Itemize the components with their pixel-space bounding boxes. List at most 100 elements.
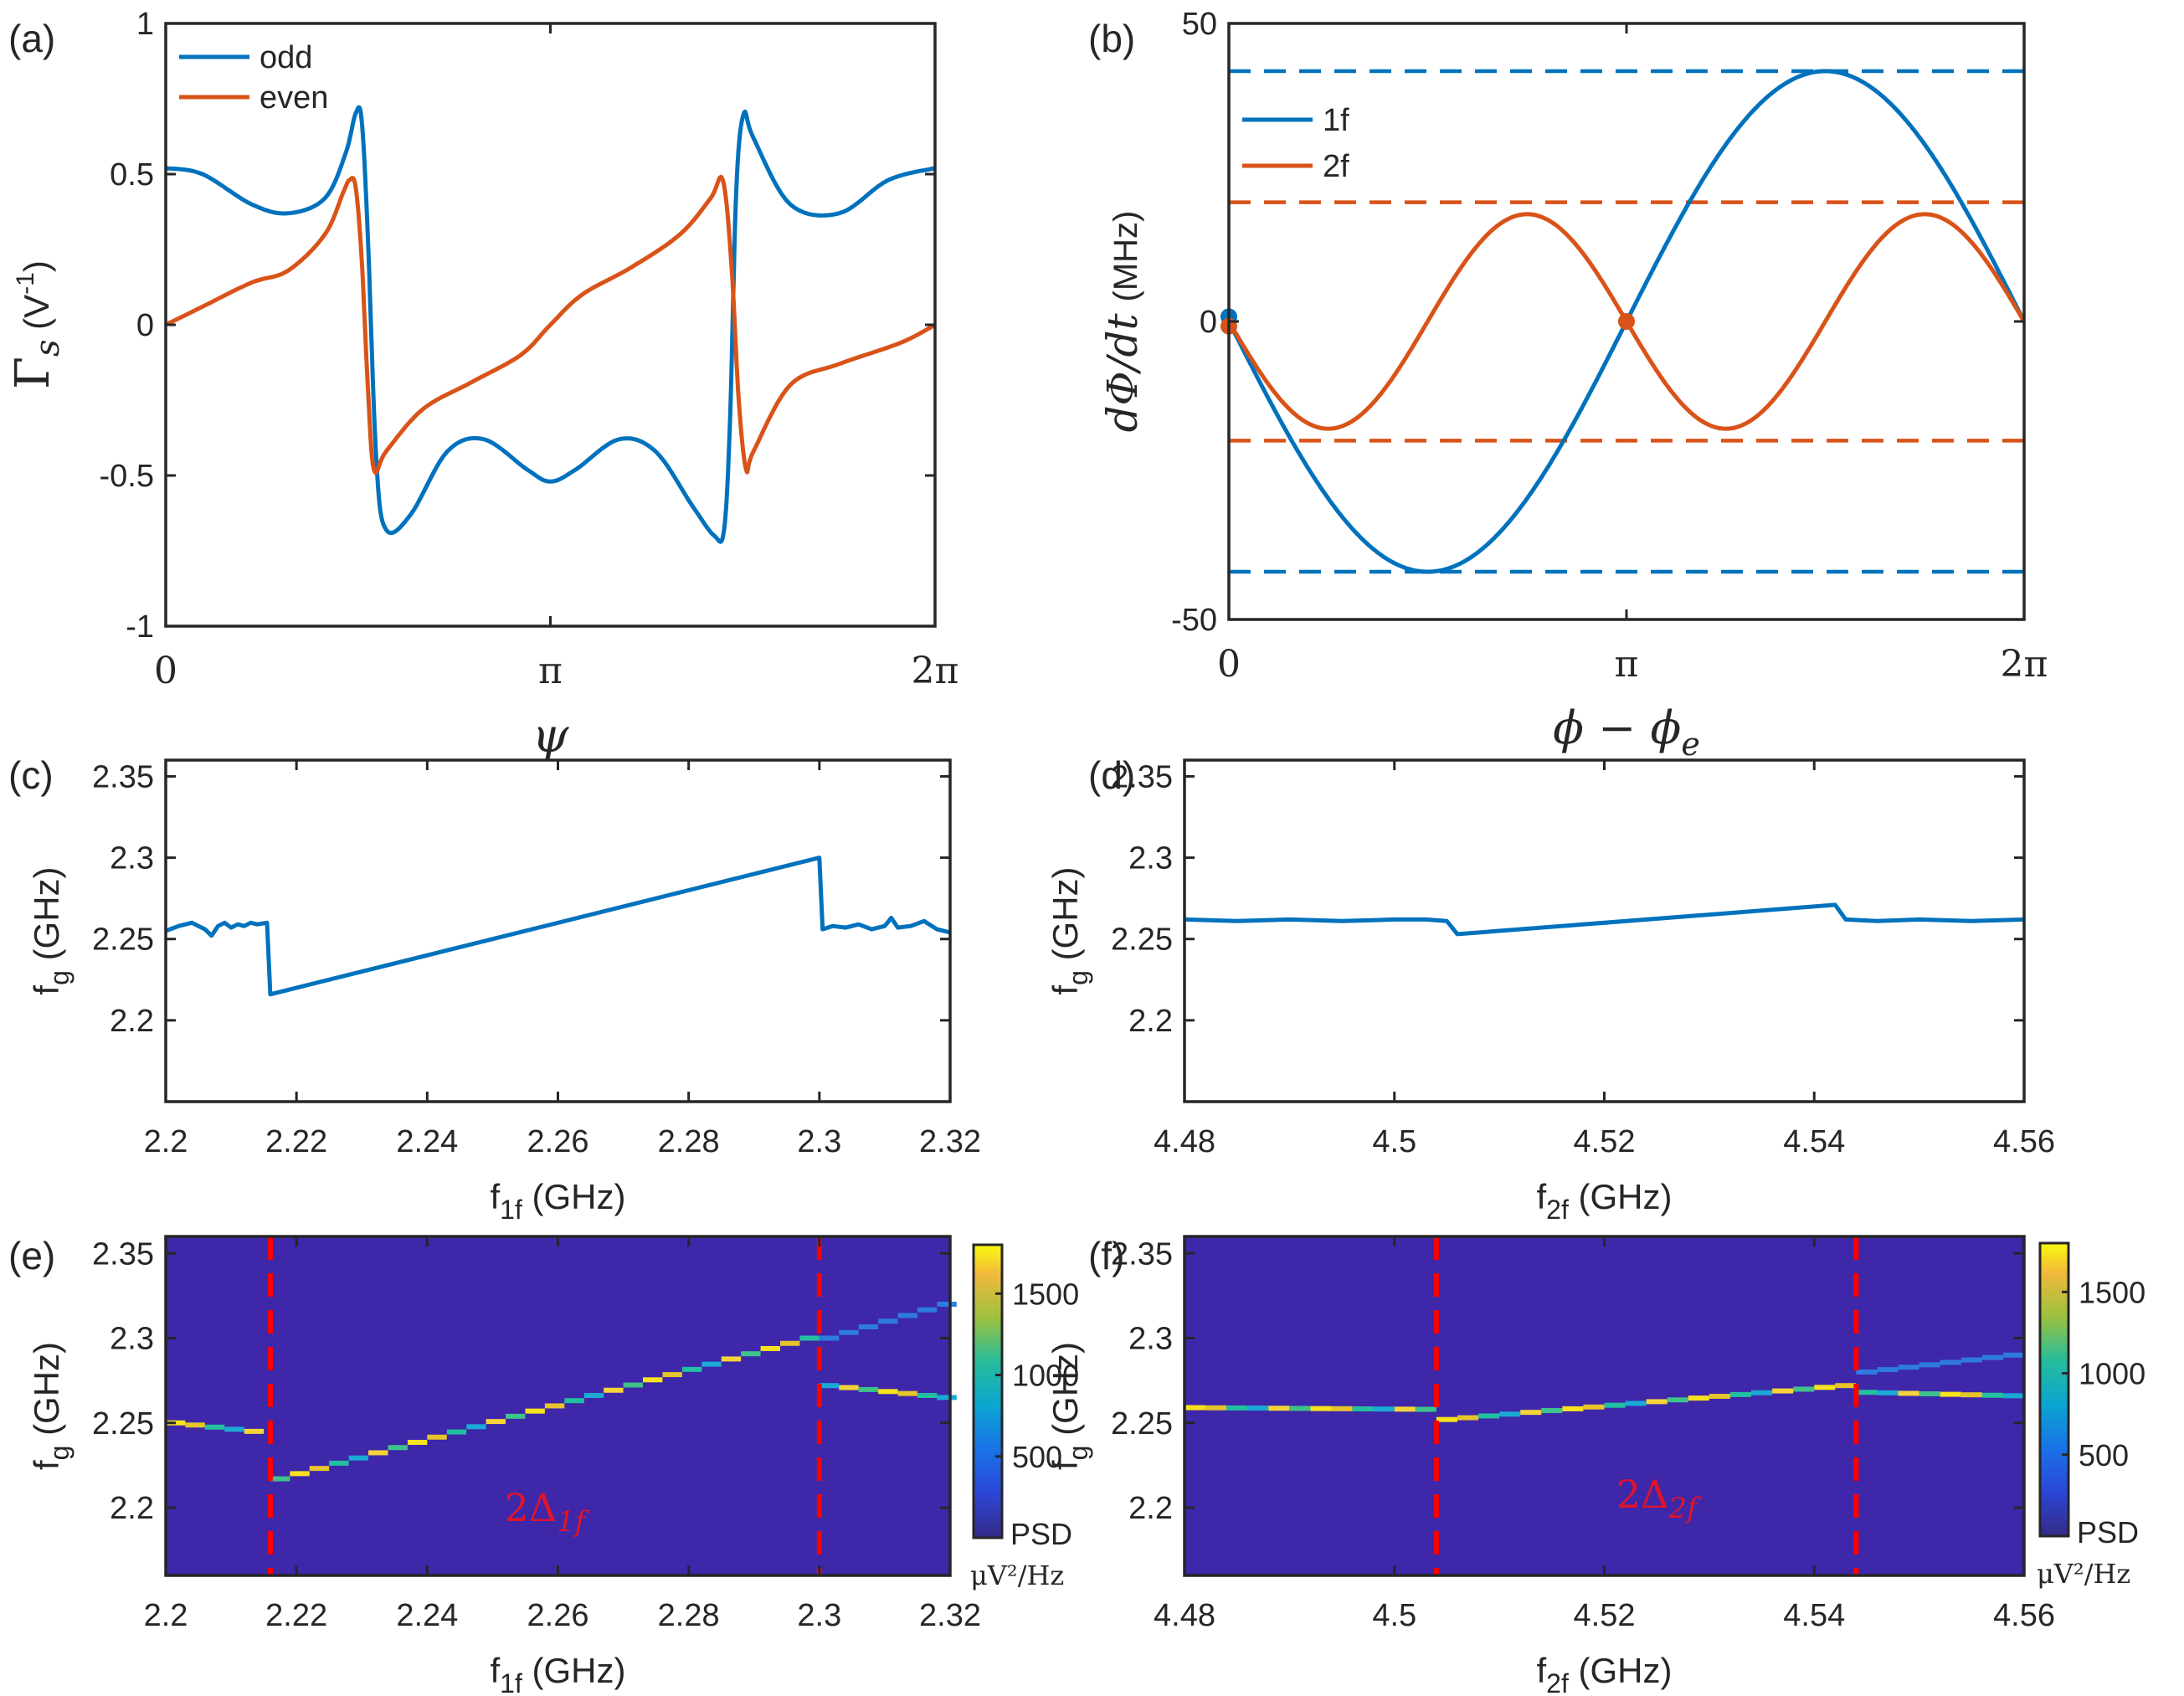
x-tick-label: 2.26 xyxy=(527,1124,589,1159)
x-tick-label: 2.3 xyxy=(797,1598,841,1633)
colorbar xyxy=(2038,1241,2070,1538)
x-tick-label: 2.28 xyxy=(658,1598,720,1633)
series-fg xyxy=(165,856,951,997)
x-label-main: f xyxy=(490,1177,500,1216)
heatmap-cell xyxy=(1898,1390,1919,1396)
heatmap-cell xyxy=(917,1307,938,1313)
heatmap-cell xyxy=(446,1429,467,1435)
heatmap-cell xyxy=(1646,1399,1668,1405)
heatmap-cell xyxy=(662,1372,682,1378)
heatmap-cell xyxy=(1205,1405,1227,1411)
heatmap-cell xyxy=(1604,1402,1626,1408)
legend-entry-2f: 2f xyxy=(1323,149,1349,184)
heatmap-cell xyxy=(1856,1370,1878,1375)
x-axis-label: ϕ − ϕe xyxy=(1553,702,1700,763)
x-tick-label: 4.5 xyxy=(1372,1124,1416,1159)
y-label-main: f xyxy=(1046,1460,1085,1470)
y-axis-label: fg (GHz) xyxy=(27,1342,75,1470)
colorbar-unit: μV²/Hz xyxy=(970,1560,1064,1591)
heatmap-cell xyxy=(1226,1405,1248,1411)
heatmap-cell xyxy=(623,1382,644,1388)
colorbar-title: PSD xyxy=(1010,1517,1072,1551)
y-tick-label: 2.2 xyxy=(1128,1491,1173,1526)
heatmap-cell xyxy=(1415,1406,1436,1412)
heatmap-cell xyxy=(1835,1383,1857,1389)
heatmap-cell xyxy=(1709,1393,1730,1399)
colorbar-tick-label: 500 xyxy=(2079,1438,2129,1472)
y-axis-label: Γs (V-1) xyxy=(6,260,67,389)
heatmap-cell xyxy=(1436,1416,1457,1422)
x-tick-label: π xyxy=(1615,643,1639,686)
heatmap-cell xyxy=(819,1383,840,1389)
axes-frame xyxy=(164,22,937,628)
x-label-main: f xyxy=(490,1651,500,1690)
heatmap-cell xyxy=(1457,1415,1479,1421)
x-label-main: f xyxy=(1536,1177,1546,1216)
y-label-unit: (V xyxy=(17,295,56,340)
heatmap-cell xyxy=(1478,1413,1500,1419)
heatmap-cell xyxy=(937,1395,957,1400)
y-tick-label: 2.25 xyxy=(1111,1406,1173,1442)
y-tick-label: 2.35 xyxy=(92,1236,154,1272)
y-tick-label: 50 xyxy=(1182,7,1217,42)
heatmap-cell xyxy=(466,1424,486,1430)
colorbar-tick-label: 1500 xyxy=(2079,1275,2145,1309)
colorbar-tick-label: 1500 xyxy=(1012,1277,1079,1311)
heatmap-cell xyxy=(1940,1359,1961,1365)
x-tick-label: 4.54 xyxy=(1783,1598,1845,1633)
heatmap-cell xyxy=(858,1324,879,1329)
x-tick-label: 4.48 xyxy=(1154,1598,1215,1633)
y-tick-label: 2.35 xyxy=(92,759,154,794)
y-tick-label: 0.5 xyxy=(110,157,154,193)
heatmap-cell xyxy=(525,1408,545,1414)
heatmap-cell xyxy=(185,1422,205,1428)
heatmap-cell xyxy=(1856,1390,1878,1395)
x-label-sub: 2f xyxy=(1546,1668,1569,1696)
heatmap-cell xyxy=(858,1386,879,1392)
y-tick-label: 0 xyxy=(136,308,154,343)
heatmap-cell xyxy=(1667,1397,1688,1403)
heatmap-cell xyxy=(329,1460,349,1466)
annotation-sub: 1f xyxy=(557,1505,590,1539)
y-label-main: f xyxy=(27,1460,66,1470)
x-tick-label: 0 xyxy=(154,650,177,692)
heatmap-cell xyxy=(1940,1391,1961,1397)
panel-label: (b) xyxy=(1088,17,1135,60)
x-tick-label: 4.52 xyxy=(1574,1124,1636,1159)
x-tick-label: 2.22 xyxy=(265,1124,327,1159)
heatmap-cell xyxy=(1352,1406,1374,1411)
x-label-unit: (GHz) xyxy=(522,1651,626,1690)
heatmap-cell xyxy=(1960,1357,1982,1363)
heatmap-cell xyxy=(583,1392,604,1398)
y-tick-label: 2.25 xyxy=(1111,923,1173,958)
heatmap-cell xyxy=(1394,1406,1416,1412)
y-label-unit: (GHz) xyxy=(27,1342,66,1446)
y-axis-label: fg (GHz) xyxy=(27,866,75,994)
panel-d: (d) 4.48 4.5 4.52 4.54 4.56 2.2 2.25 2.3 2.35 f2f … xyxy=(1046,753,2055,1225)
y-label-main: f xyxy=(27,985,66,995)
heatmap-cell xyxy=(1793,1386,1815,1392)
y-label-unit-sup: -1 xyxy=(12,272,39,295)
axes-frame xyxy=(164,758,952,1103)
y-label-unit: (GHz) xyxy=(1046,1342,1085,1446)
x-tick-label: 2.24 xyxy=(396,1124,458,1159)
x-tick-label: 2.22 xyxy=(265,1598,327,1633)
heatmap-cell xyxy=(1268,1406,1290,1411)
y-label-unit: (GHz) xyxy=(1046,866,1085,970)
y-axis-label: dΦ/dt (MHz) xyxy=(1098,211,1147,433)
heatmap-cell xyxy=(643,1377,663,1383)
x-tick-label: 2.2 xyxy=(144,1598,188,1633)
heatmap-cell xyxy=(544,1403,565,1409)
heatmap-cell xyxy=(1772,1388,1794,1394)
heatmap-cell xyxy=(564,1398,584,1404)
heatmap-cell xyxy=(1541,1408,1563,1414)
x-tick-label: 2.32 xyxy=(919,1124,981,1159)
heatmap-cell xyxy=(897,1390,917,1396)
heatmap-cell xyxy=(1247,1406,1269,1411)
legend-entry-odd: odd xyxy=(260,40,312,75)
x-label-main: ϕ − ϕ xyxy=(1553,702,1681,754)
annotation-2delta: 2Δ1f xyxy=(505,1485,590,1539)
heatmap-cell xyxy=(1898,1365,1919,1370)
